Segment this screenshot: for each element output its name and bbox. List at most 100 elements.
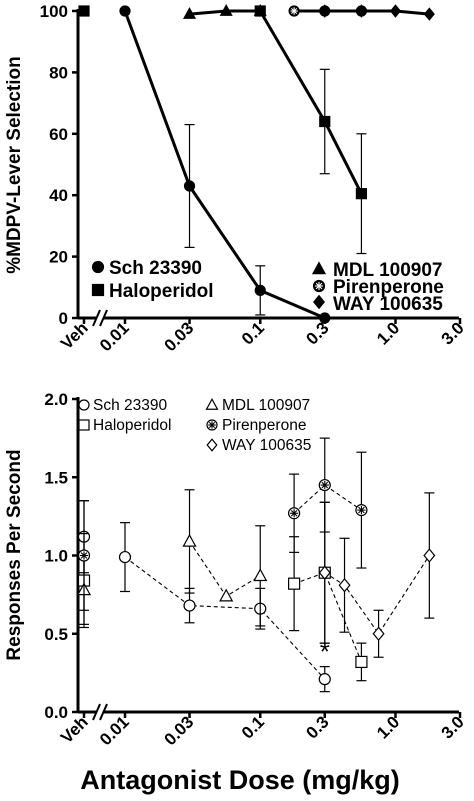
bottom-legend: Sch 23390 Haloperidol MDL 100907 Pirenperon… — [78, 397, 311, 454]
top-axis-break-2 — [99, 309, 108, 327]
bottom-legend-item-mdl-100907: MDL 100907 — [205, 397, 310, 414]
bottom-data-point — [355, 655, 368, 669]
top-series-haloperidol — [78, 5, 368, 255]
top-data-point — [355, 188, 368, 200]
legend-marker — [91, 283, 105, 297]
top-data-point — [319, 4, 331, 18]
bottom-data-point — [219, 588, 234, 602]
marker-star-stroke — [208, 421, 216, 429]
legend-label: Sch 23390 — [93, 397, 167, 414]
top-series-line — [324, 9, 430, 16]
marker-star-stroke — [358, 506, 365, 514]
top-data-point — [78, 5, 90, 17]
legend-marker — [311, 261, 327, 275]
bottom-x-tick-label: 0.3 — [302, 712, 332, 742]
top-data-point — [319, 115, 331, 128]
bottom-series-sch-23390 — [77, 500, 331, 693]
legend-label: Haloperidol — [93, 417, 171, 434]
bottom-series-line — [293, 484, 362, 514]
top-y-tick-label: 0 — [59, 309, 68, 328]
top-series-line — [123, 10, 326, 320]
legend-label: MDL 100907 — [333, 260, 443, 281]
bottom-data-point — [372, 626, 385, 642]
top-data-point — [254, 284, 266, 296]
top-data-point — [183, 180, 196, 192]
bottom-series-line — [189, 541, 261, 597]
legend-label: WAY 100635 — [333, 294, 443, 315]
bottom-data-point — [253, 568, 268, 582]
bottom-data-point — [183, 599, 196, 612]
bottom-legend-item-sch-23390: Sch 23390 — [78, 397, 167, 414]
bottom-data-point — [355, 504, 368, 517]
bottom-x-tick-label: 0.03 — [161, 712, 198, 749]
x-axis-label: Antagonist Dose (mg/kg) — [80, 765, 400, 795]
top-data-point — [389, 4, 402, 18]
top-y-tick-label: 40 — [49, 186, 68, 205]
bottom-series-line — [124, 556, 326, 680]
bottom-legend-item-way-100635: WAY 100635 — [206, 437, 311, 454]
top-series-sch-23390 — [119, 5, 331, 324]
top-data-point — [288, 5, 300, 17]
bottom-data-point — [182, 533, 197, 547]
bottom-legend-item-pirenperone: Pirenperone — [206, 417, 306, 434]
bottom-series-line — [293, 572, 362, 663]
legend-marker — [206, 438, 218, 452]
bottom-y-tick-label: 1.5 — [44, 468, 68, 487]
top-legend-item-way-100635: WAY 100635 — [312, 294, 443, 315]
bottom-x-tick-label: 1.0 — [373, 712, 403, 742]
legend-marker — [312, 279, 326, 293]
bottom-series-mdl-100907 — [76, 489, 268, 627]
top-axis-break-1 — [92, 309, 101, 327]
top-y-tick-label: 100 — [40, 2, 68, 21]
marker-star-stroke — [291, 7, 298, 15]
marker-star-stroke — [290, 509, 298, 517]
bottom-series-way-100635 — [318, 492, 436, 658]
bottom-data-point — [423, 548, 436, 563]
legend-label: Haloperidol — [109, 281, 214, 302]
top-series-line — [258, 10, 363, 195]
bottom-data-point — [318, 478, 331, 492]
marker-star-stroke — [321, 481, 329, 489]
significance-annotation: * — [320, 636, 330, 666]
bottom-y-axis-label: Responses Per Second — [4, 449, 25, 660]
legend-label: MDL 100907 — [222, 397, 310, 414]
bottom-axis-break-2 — [99, 703, 108, 721]
legend-label: Sch 23390 — [109, 258, 202, 279]
bottom-y-tick-label: 0.0 — [44, 703, 68, 722]
top-legend-item-mdl-100907: MDL 100907 — [311, 260, 443, 281]
bottom-x-tick-label: 0.1 — [238, 712, 268, 742]
bottom-legend-item-haloperidol: Haloperidol — [78, 417, 171, 434]
legend-marker — [312, 294, 326, 310]
bottom-y-tick-label: 0.5 — [44, 625, 68, 644]
top-legend-item-sch-23390: Sch 23390 — [91, 258, 202, 279]
top-data-point — [319, 312, 331, 324]
top-legend-item-pirenperone: Pirenperone — [312, 277, 444, 298]
bottom-data-point — [318, 565, 331, 580]
top-series-mdl-100907 — [183, 4, 267, 19]
top-x-tick-label: 3.0 — [438, 318, 468, 348]
legend-label: Pirenperone — [222, 417, 306, 434]
top-y-axis-label: %MDPV-Lever Selection — [4, 56, 25, 274]
legend-marker — [205, 398, 219, 410]
marker-star-stroke — [80, 552, 88, 559]
top-x-tick-label: 1.0 — [373, 318, 403, 348]
top-x-tick-label: 0.03 — [161, 318, 198, 355]
legend-marker — [78, 399, 90, 411]
top-data-point — [119, 5, 131, 17]
bottom-series-pirenperone — [77, 437, 368, 611]
top-y-tick-label: 80 — [49, 63, 68, 82]
top-y-tick-label: 60 — [49, 125, 68, 144]
legend-label: Pirenperone — [333, 277, 444, 298]
top-data-point — [423, 7, 435, 21]
top-data-point — [355, 4, 367, 18]
top-y-tick-label: 20 — [49, 248, 68, 267]
top-data-point — [253, 4, 267, 16]
bottom-x-tick-label: 3.0 — [438, 712, 468, 742]
bottom-data-point — [77, 549, 91, 562]
bottom-data-point — [288, 507, 301, 520]
bottom-axis-break-1 — [92, 703, 101, 721]
legend-marker — [78, 419, 90, 431]
